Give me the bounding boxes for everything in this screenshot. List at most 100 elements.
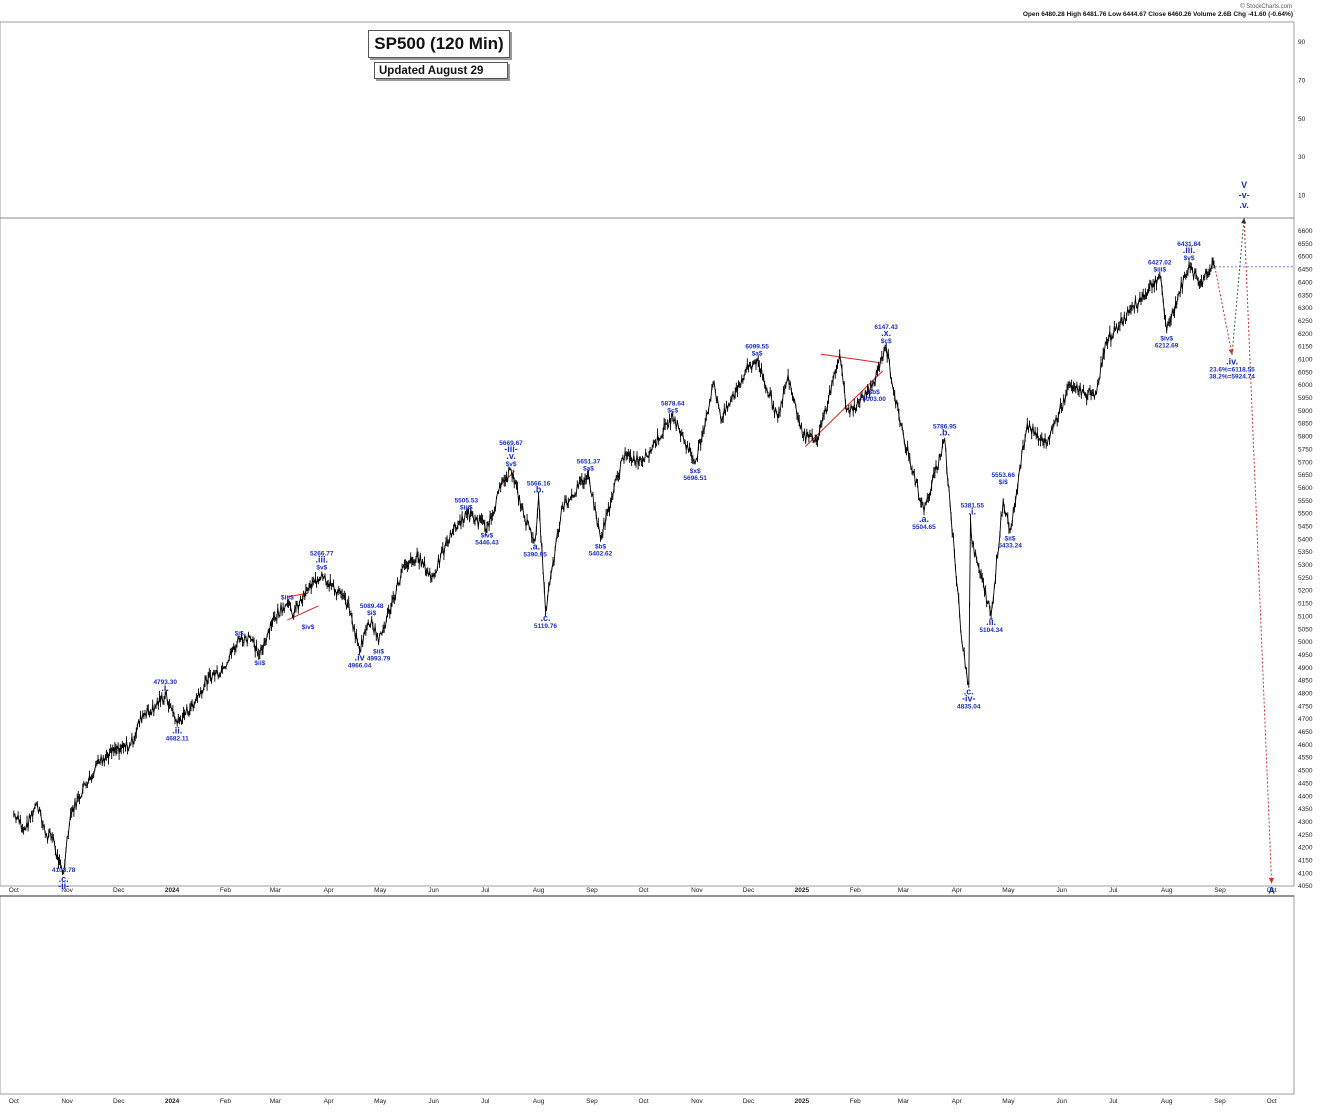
trendline-march-upper	[287, 592, 309, 598]
wave-annotation: 38.2%=5924.74	[1209, 374, 1255, 381]
y-tick-label: 4350	[1298, 806, 1313, 813]
x-tick-label-bottom: May	[1002, 1098, 1015, 1105]
wave-annotation: $iii$	[1153, 266, 1166, 273]
wave-annotation: 4835.04	[957, 703, 981, 710]
wave-annotation: $iv$	[302, 624, 315, 631]
x-axis: Oct Oct Nov Nov Dec Dec 2024 2024 Feb Feb Mar Mar Ap…	[9, 887, 1277, 1105]
wave-annotation: -ii-	[58, 881, 69, 891]
wave-annotation: 6431.84	[1177, 241, 1201, 248]
y-tick-label: 4050	[1298, 883, 1313, 890]
wave-annotation: 6427.02	[1148, 259, 1172, 266]
wave-annotation: -iii-	[504, 444, 518, 454]
y-tick-label: 4950	[1298, 652, 1313, 659]
wave-annotation: 5446.43	[475, 539, 499, 546]
wave-annotation: 5566.16	[527, 481, 551, 488]
y-tick-label: 5800	[1298, 434, 1313, 441]
wave-annotation: 5651.37	[577, 459, 601, 466]
y-tick-label: 4550	[1298, 755, 1313, 762]
x-tick-label: Dec	[743, 887, 755, 894]
y-tick-label: 6550	[1298, 241, 1313, 248]
wave-annotation: 5390.95	[523, 551, 547, 558]
wave-annotation: 5433.24	[998, 543, 1022, 550]
wave-annotation: 5089.48	[360, 603, 384, 610]
y-tick-label: 4100	[1298, 870, 1313, 877]
stockcharts-credit: © StockCharts.com	[1240, 3, 1292, 10]
wave-annotation: .iv.	[1226, 357, 1238, 367]
x-tick-label: Mar	[270, 887, 282, 894]
trendline-triangle-upper	[820, 353, 883, 364]
wave-annotation: 4993.79	[367, 655, 391, 662]
y-tick-label: 5050	[1298, 626, 1313, 633]
y-tick-label: 6150	[1298, 344, 1313, 351]
y-tick-label: 4200	[1298, 845, 1313, 852]
x-tick-label-bottom: Dec	[743, 1098, 755, 1105]
y-tick-label: 4650	[1298, 729, 1313, 736]
x-tick-label: Jun	[428, 887, 439, 894]
arrow-v-icon	[1241, 218, 1247, 224]
x-tick-label: Nov	[691, 887, 703, 894]
x-tick-label: 2025	[795, 887, 810, 894]
wave-annotation: $iv$	[1160, 335, 1173, 342]
x-tick-label-bottom: Jun	[1056, 1098, 1067, 1105]
wave-annotation: .iv	[355, 653, 365, 663]
y-tick-label: 6450	[1298, 267, 1313, 274]
x-tick-label: Oct	[9, 887, 19, 894]
wave-annotation: $b$	[869, 389, 881, 396]
y-tick-label: 6050	[1298, 369, 1313, 376]
y-tick-label: 4250	[1298, 832, 1313, 839]
projection-to-iv	[1214, 266, 1233, 355]
x-tick-label-bottom: Sep	[586, 1098, 598, 1105]
wave-annotation: -iv-	[962, 693, 976, 703]
x-tick-label: Dec	[113, 887, 125, 894]
trendline-triangle-lower	[804, 370, 884, 448]
y-tick-label: 4500	[1298, 768, 1313, 775]
x-tick-label-bottom: Oct	[1267, 1098, 1277, 1105]
price-series	[13, 257, 1294, 876]
y-tick-label: 6100	[1298, 357, 1313, 364]
wave-annotation: .v.	[506, 451, 515, 461]
wave-annotation: .ii.	[986, 617, 996, 627]
wave-annotation: $v$	[1184, 255, 1195, 262]
wave-annotation: $c$	[667, 407, 678, 414]
top-wave-label: V	[1241, 180, 1247, 190]
x-tick-label: Feb	[220, 887, 232, 894]
upper-tick-label: 10	[1298, 192, 1306, 199]
y-tick-label: 6400	[1298, 279, 1313, 286]
x-tick-label: Apr	[324, 887, 335, 894]
x-tick-label: Aug	[1161, 887, 1173, 894]
arrow-iv-icon	[1228, 348, 1234, 355]
y-tick-label: 6500	[1298, 254, 1313, 261]
y-tick-label: 6200	[1298, 331, 1313, 338]
projection-to-A	[1243, 217, 1273, 884]
x-tick-label: Jun	[1056, 887, 1067, 894]
y-tick-label: 4800	[1298, 691, 1313, 698]
x-tick-label-bottom: Feb	[850, 1098, 862, 1105]
y-tick-label: 6300	[1298, 305, 1313, 312]
x-tick-label: Apr	[952, 887, 963, 894]
y-tick-label: 4850	[1298, 678, 1313, 685]
y-tick-label: 5750	[1298, 446, 1313, 453]
wave-annotation: $i$	[235, 630, 244, 637]
wave-annotation: 5696.51	[683, 475, 707, 482]
x-tick-label: May	[1002, 887, 1015, 894]
wave-annotation: $iii$	[460, 504, 473, 511]
projection-path	[1214, 217, 1275, 884]
x-tick-label-bottom: Nov	[61, 1098, 73, 1105]
wave-annotation: 5119.76	[534, 623, 558, 630]
wave-annotation: 5402.62	[589, 550, 613, 557]
y-tick-label: 5000	[1298, 639, 1313, 646]
wave-annotation: $ii$	[254, 660, 265, 667]
wave-annotation: 5104.34	[979, 627, 1003, 634]
y-tick-label: 5500	[1298, 511, 1313, 518]
y-tick-label: 4900	[1298, 665, 1313, 672]
y-tick-label: 5300	[1298, 562, 1313, 569]
x-tick-label-bottom: 2025	[795, 1098, 810, 1105]
y-tick-label: 6350	[1298, 292, 1313, 299]
y-tick-label: 4750	[1298, 703, 1313, 710]
x-tick-label-bottom: Aug	[533, 1098, 545, 1105]
wave-annotation: 5669.67	[499, 440, 523, 447]
x-tick-label: Nov	[61, 887, 73, 894]
wave-annotation: 23.6%=6118.55	[1209, 367, 1255, 374]
x-tick-label-bottom: Apr	[324, 1098, 335, 1105]
